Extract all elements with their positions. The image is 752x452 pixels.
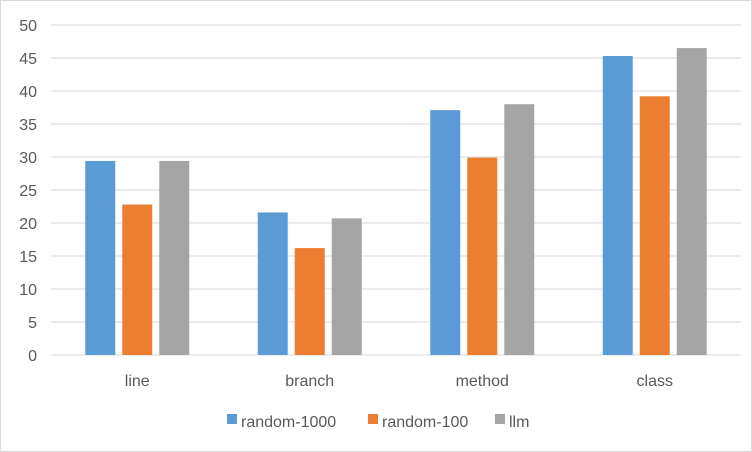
bars xyxy=(85,48,707,356)
y-tick-label: 45 xyxy=(19,51,37,68)
x-category-label: branch xyxy=(285,373,334,390)
bar-random-100-line xyxy=(122,204,153,355)
bar-llm-branch xyxy=(331,218,362,355)
legend-swatch-random-1000 xyxy=(227,414,237,424)
legend-label-llm: llm xyxy=(509,414,529,431)
bar-random-1000-branch xyxy=(257,212,288,355)
y-tick-label: 20 xyxy=(19,216,37,233)
x-category-label: class xyxy=(637,373,673,390)
y-tick-label: 50 xyxy=(19,18,37,35)
gridlines xyxy=(51,24,741,356)
bar-random-100-branch xyxy=(294,248,325,355)
y-tick-label: 40 xyxy=(19,84,37,101)
bar-llm-class xyxy=(676,48,707,355)
bar-random-1000-line xyxy=(85,160,116,355)
bar-random-100-method xyxy=(467,157,498,355)
y-tick-label: 5 xyxy=(28,315,37,332)
bar-random-100-class xyxy=(639,96,670,355)
y-tick-label: 0 xyxy=(28,348,37,365)
x-category-label: method xyxy=(456,373,509,390)
y-tick-label: 35 xyxy=(19,117,37,134)
legend-label-random-100: random-100 xyxy=(382,414,468,431)
bar-random-1000-class xyxy=(602,56,633,356)
bar-random-1000-method xyxy=(430,110,461,355)
legend-label-random-1000: random-1000 xyxy=(241,414,336,431)
y-tick-label: 25 xyxy=(19,183,37,200)
legend: random-1000 random-100 llm xyxy=(227,414,529,431)
y-tick-label: 30 xyxy=(19,150,37,167)
y-tick-label: 15 xyxy=(19,249,37,266)
y-tick-label: 10 xyxy=(19,282,37,299)
bar-llm-method xyxy=(504,104,535,355)
y-axis-ticks: 0 5 10 15 20 25 30 35 40 45 50 xyxy=(19,18,37,365)
legend-swatch-random-100 xyxy=(368,414,378,424)
legend-swatch-llm xyxy=(495,414,505,424)
bar-llm-line xyxy=(159,160,190,355)
x-category-label: line xyxy=(125,373,150,390)
x-axis-categories: line branch method class xyxy=(125,373,673,390)
